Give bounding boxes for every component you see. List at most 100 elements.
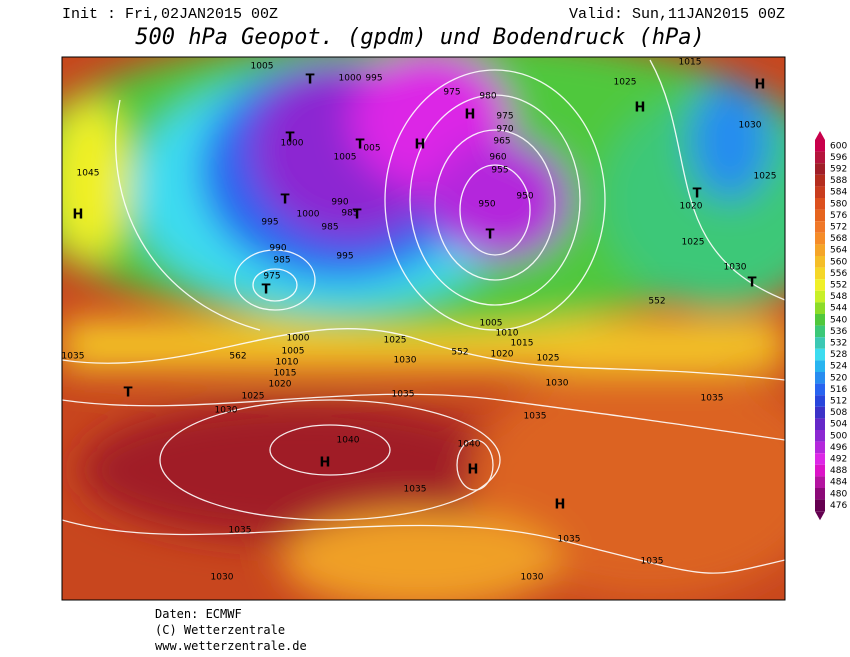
legend-label: 552 bbox=[830, 281, 847, 291]
legend-label: 504 bbox=[830, 420, 847, 430]
isobar-label: 990 bbox=[269, 244, 286, 254]
legend-label: 600 bbox=[830, 141, 847, 151]
legend-swatch bbox=[815, 140, 825, 152]
isobar-label: 970 bbox=[496, 125, 513, 135]
legend-swatch bbox=[815, 256, 825, 268]
isobar-label: 552 bbox=[648, 297, 665, 307]
legend-swatch bbox=[815, 151, 825, 164]
legend-arrow-bottom bbox=[815, 511, 825, 521]
legend-label: 496 bbox=[830, 443, 847, 453]
isobar-label: 1000 bbox=[339, 74, 362, 84]
footer-url: www.wetterzentrale.de bbox=[155, 639, 307, 653]
pressure-center: H bbox=[468, 463, 479, 478]
legend-label: 532 bbox=[830, 339, 847, 349]
isobar-label: 975 bbox=[496, 112, 513, 122]
pressure-center: T bbox=[281, 193, 290, 208]
footer-source: Daten: ECMWF bbox=[155, 607, 242, 621]
legend-swatch bbox=[815, 186, 825, 198]
pressure-center: H bbox=[755, 78, 766, 93]
legend-swatch bbox=[815, 488, 825, 500]
pressure-center: T bbox=[748, 276, 757, 291]
legend-swatch bbox=[815, 290, 825, 303]
isobar-label: 1015 bbox=[679, 58, 702, 68]
legend-swatch bbox=[815, 453, 825, 465]
isobar-label: 1020 bbox=[680, 202, 703, 212]
isobar-label: 1025 bbox=[754, 172, 777, 182]
isobar-label: 995 bbox=[336, 252, 353, 262]
legend-label: 476 bbox=[830, 501, 847, 511]
legend-swatch bbox=[815, 337, 825, 349]
legend-swatch bbox=[815, 314, 825, 326]
legend-label: 524 bbox=[830, 362, 847, 372]
legend-swatch bbox=[815, 244, 825, 256]
legend-swatch bbox=[815, 430, 825, 442]
isobar-label: 1025 bbox=[682, 238, 705, 248]
isobar-label: 1015 bbox=[511, 339, 534, 349]
isobar-label: 1030 bbox=[739, 121, 762, 131]
pressure-center: T bbox=[356, 138, 365, 153]
isobar-label: 1010 bbox=[496, 329, 519, 339]
isobar-label: 1025 bbox=[537, 354, 560, 364]
isobar-label: 1035 bbox=[558, 535, 581, 545]
legend-swatch bbox=[815, 325, 825, 338]
pressure-center: H bbox=[73, 208, 84, 223]
legend-swatch bbox=[815, 209, 825, 222]
map-frame bbox=[61, 56, 786, 601]
isobar-label: 1045 bbox=[77, 169, 100, 179]
legend-label: 544 bbox=[830, 304, 847, 314]
legend-label: 528 bbox=[830, 350, 847, 360]
isobar-label: 1010 bbox=[276, 358, 299, 368]
isobar-label: 950 bbox=[478, 200, 495, 210]
pressure-center: T bbox=[353, 208, 362, 223]
isobar-label: 005 bbox=[363, 144, 380, 154]
isobar-label: 1005 bbox=[251, 62, 274, 72]
isobar-label: 1035 bbox=[524, 412, 547, 422]
isobar-label: 552 bbox=[451, 348, 468, 358]
legend-label: 556 bbox=[830, 269, 847, 279]
isobar-label: 1035 bbox=[392, 390, 415, 400]
legend-label: 580 bbox=[830, 199, 847, 209]
legend-swatch bbox=[815, 499, 825, 512]
pressure-center: H bbox=[320, 456, 331, 471]
isobar-label: 1025 bbox=[242, 392, 265, 402]
legend-label: 592 bbox=[830, 165, 847, 175]
pressure-center: T bbox=[306, 73, 315, 88]
isobar-label: 1030 bbox=[215, 406, 238, 416]
isobar-label: 1035 bbox=[701, 394, 724, 404]
isobar-label: 1005 bbox=[282, 347, 305, 357]
legend-label: 512 bbox=[830, 397, 847, 407]
legend-label: 492 bbox=[830, 455, 847, 465]
pressure-center: T bbox=[262, 283, 271, 298]
isobar-label: 1035 bbox=[641, 557, 664, 567]
legend-label: 572 bbox=[830, 223, 847, 233]
isobar-label: 1000 bbox=[281, 139, 304, 149]
isobar-label: 995 bbox=[365, 74, 382, 84]
legend-swatch bbox=[815, 221, 825, 233]
legend-swatch bbox=[815, 198, 825, 210]
legend-label: 536 bbox=[830, 327, 847, 337]
legend-label: 480 bbox=[830, 489, 847, 499]
isobar-label: 990 bbox=[331, 198, 348, 208]
legend-label: 576 bbox=[830, 211, 847, 221]
pressure-center: T bbox=[693, 187, 702, 202]
legend-swatch bbox=[815, 279, 825, 291]
isobar-label: 1030 bbox=[521, 573, 544, 583]
color-legend: 6005965925885845805765725685645605565525… bbox=[815, 131, 847, 521]
isobar-label: 1040 bbox=[458, 440, 481, 450]
isobar-label: 985 bbox=[273, 256, 290, 266]
legend-label: 484 bbox=[830, 478, 847, 488]
isobar-label: 950 bbox=[516, 192, 533, 202]
isobar-label: 1030 bbox=[724, 263, 747, 273]
isobar-label: 1035 bbox=[62, 352, 85, 362]
isobar-label: 562 bbox=[229, 352, 246, 362]
legend-swatch bbox=[815, 441, 825, 454]
footer-copyright: (C) Wetterzentrale bbox=[155, 623, 285, 637]
legend-label: 568 bbox=[830, 234, 847, 244]
legend-swatch bbox=[815, 383, 825, 396]
pressure-center: H bbox=[555, 498, 566, 513]
isobar-label: 1040 bbox=[337, 436, 360, 446]
isobar-label: 965 bbox=[493, 137, 510, 147]
legend-label: 540 bbox=[830, 315, 847, 325]
